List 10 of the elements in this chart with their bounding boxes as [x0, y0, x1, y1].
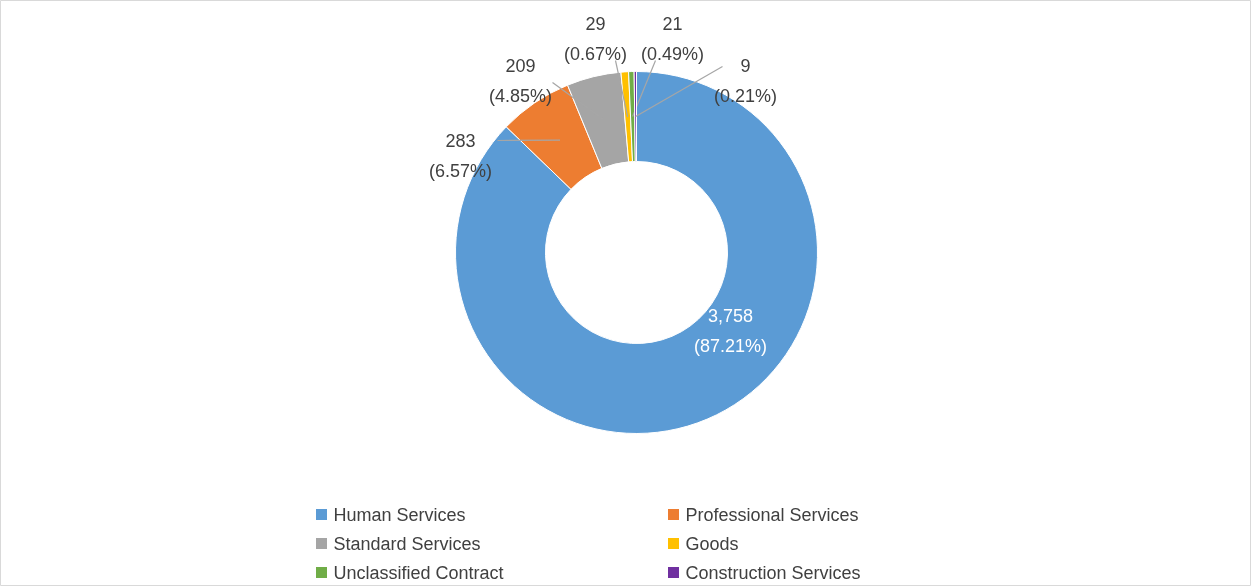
legend-label: Construction Services — [685, 562, 861, 583]
data-label: 209 (4.85%) — [488, 55, 553, 106]
legend-label: Unclassified Contract — [333, 562, 504, 583]
data-label: 3,758 (87.21%) — [693, 305, 768, 356]
legend-label: Goods — [685, 533, 739, 554]
legend-label: Standard Services — [333, 533, 481, 554]
legend-label: Human Services — [333, 504, 466, 525]
data-label: 21 (0.49%) — [640, 13, 705, 64]
legend-label: Professional Services — [685, 504, 859, 525]
data-label: 29 (0.67%) — [563, 13, 628, 64]
